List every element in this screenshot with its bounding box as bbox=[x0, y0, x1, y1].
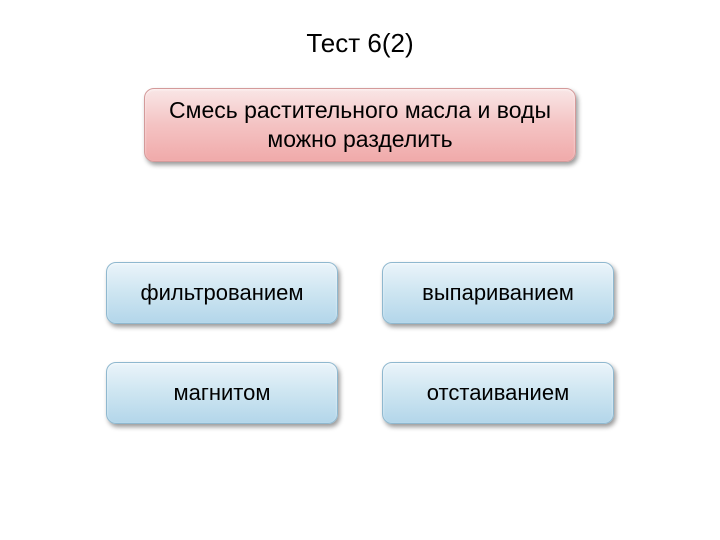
answer-label: выпариванием bbox=[422, 280, 574, 306]
answer-label: магнитом bbox=[173, 380, 270, 406]
question-text: Смесь растительного масла и воды можно р… bbox=[165, 96, 555, 154]
answers-grid: фильтрованием выпариванием магнитом отст… bbox=[106, 262, 614, 424]
answer-option-2[interactable]: выпариванием bbox=[382, 262, 614, 324]
answer-label: отстаиванием bbox=[427, 380, 569, 406]
answer-option-1[interactable]: фильтрованием bbox=[106, 262, 338, 324]
answer-label: фильтрованием bbox=[141, 280, 304, 306]
page-title: Тест 6(2) bbox=[0, 28, 720, 59]
question-box: Смесь растительного масла и воды можно р… bbox=[144, 88, 576, 162]
answer-option-4[interactable]: отстаиванием bbox=[382, 362, 614, 424]
answer-option-3[interactable]: магнитом bbox=[106, 362, 338, 424]
